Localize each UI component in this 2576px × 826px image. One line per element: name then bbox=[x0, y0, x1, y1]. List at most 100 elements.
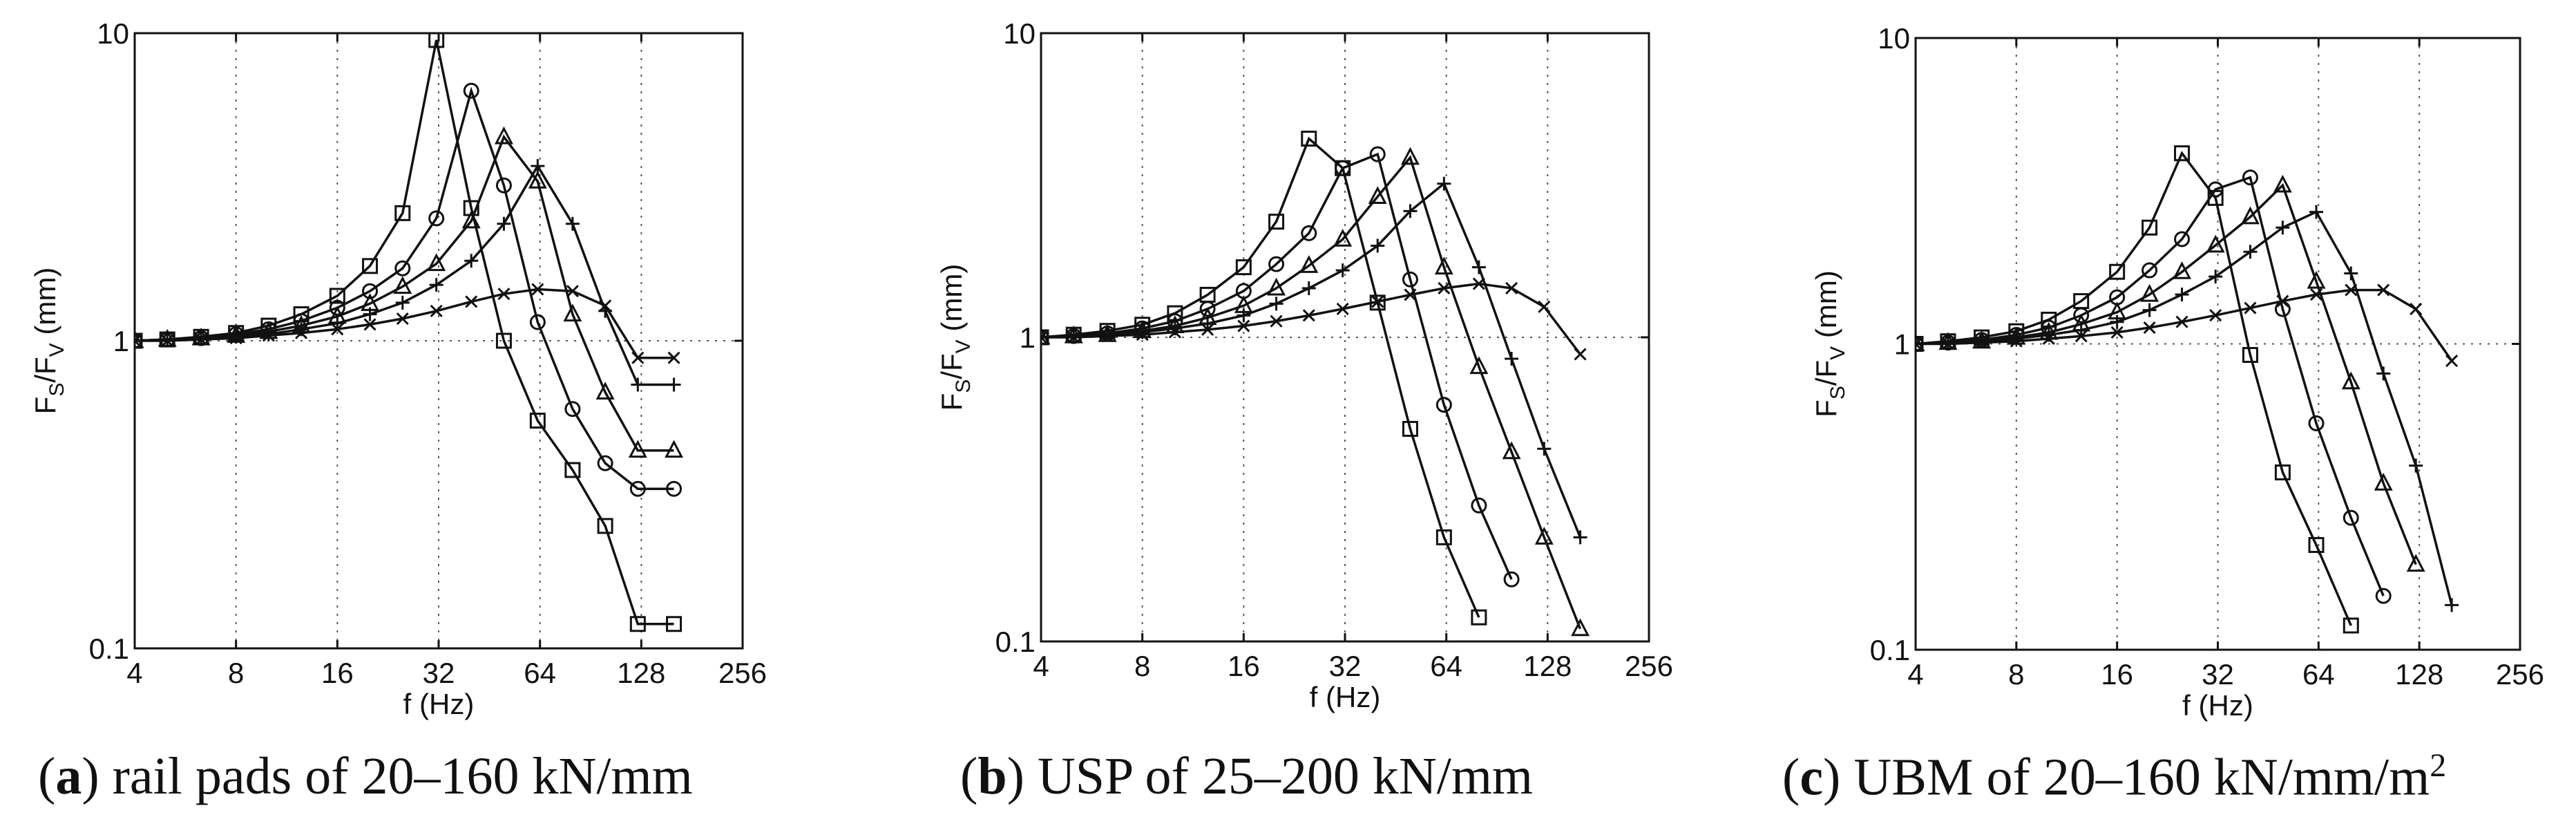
data-point-plus bbox=[1537, 442, 1552, 456]
x-axis-label: f (Hz) bbox=[1310, 681, 1381, 713]
series-line bbox=[1041, 152, 1513, 580]
panel-caption-b: (b) USP of 25–200 kN/mm bbox=[960, 747, 1534, 805]
x-tick-label: 256 bbox=[1625, 650, 1673, 682]
data-point-plus bbox=[429, 278, 443, 292]
data-point-triangle bbox=[2240, 206, 2260, 225]
data-point-square bbox=[1435, 529, 1452, 545]
data-point-x bbox=[566, 285, 579, 298]
data-point-x bbox=[135, 334, 142, 348]
series-5 bbox=[1916, 283, 2459, 368]
data-point-triangle bbox=[2307, 270, 2326, 289]
data-point-x bbox=[2445, 355, 2459, 368]
data-point-plus bbox=[1301, 281, 1316, 295]
data-point-x bbox=[396, 312, 409, 326]
y-tick-label: 1 bbox=[113, 325, 129, 357]
x-axis-label: f (Hz) bbox=[2182, 689, 2253, 722]
series-line bbox=[1916, 151, 2352, 626]
series-line bbox=[1041, 282, 1581, 355]
data-point-triangle bbox=[628, 440, 647, 458]
data-point-square bbox=[1471, 609, 1487, 626]
data-point-square bbox=[2141, 219, 2158, 236]
data-point-triangle bbox=[1571, 618, 1590, 637]
data-point-x bbox=[2276, 294, 2289, 308]
y-tick-label: 0.1 bbox=[89, 632, 129, 665]
y-tick-label: 10 bbox=[97, 17, 129, 50]
x-axis-label: f (Hz) bbox=[403, 688, 475, 720]
data-point-square bbox=[428, 33, 445, 48]
caption-text: USP of 25–200 kN/mm bbox=[1037, 747, 1534, 805]
series-4 bbox=[1916, 205, 2459, 612]
data-point-circle bbox=[1471, 497, 1487, 514]
data-point-x bbox=[531, 283, 544, 296]
data-point-triangle bbox=[563, 303, 582, 322]
x-tick-label: 8 bbox=[2008, 658, 2024, 691]
series-line bbox=[1916, 288, 2453, 362]
data-point-plus bbox=[1269, 297, 1284, 311]
data-point-x bbox=[1941, 337, 1955, 350]
series-1 bbox=[135, 33, 683, 632]
data-point-circle bbox=[1402, 271, 1418, 288]
data-point-x bbox=[1237, 319, 1250, 332]
data-point-plus bbox=[1237, 308, 1251, 323]
data-point-plus bbox=[1471, 260, 1486, 274]
data-point-circle bbox=[463, 82, 479, 99]
data-point-triangle bbox=[2374, 473, 2393, 491]
data-point-square bbox=[362, 258, 379, 274]
data-point-circle bbox=[1199, 301, 1216, 317]
data-point-circle bbox=[1301, 225, 1317, 241]
x-tick-label: 16 bbox=[321, 657, 354, 689]
data-point-plus bbox=[565, 216, 580, 231]
y-tick-label: 1 bbox=[1894, 328, 1910, 361]
data-point-circle bbox=[1435, 397, 1452, 413]
data-point-plus bbox=[464, 254, 479, 268]
data-point-plus bbox=[2110, 315, 2124, 329]
data-point-plus bbox=[1505, 352, 1519, 366]
data-point-circle bbox=[2073, 307, 2090, 323]
data-point-circle bbox=[597, 455, 613, 471]
data-point-triangle bbox=[1400, 147, 1420, 165]
data-point-plus bbox=[1437, 176, 1451, 191]
data-point-triangle bbox=[1299, 255, 1319, 273]
panel-letter: b bbox=[977, 747, 1007, 805]
data-point-square bbox=[1402, 420, 1418, 437]
data-point-plus bbox=[2175, 288, 2189, 302]
data-point-x bbox=[2175, 315, 2188, 328]
data-point-x bbox=[1505, 281, 1518, 295]
data-point-circle bbox=[1369, 146, 1386, 162]
data-point-triangle bbox=[1534, 527, 1554, 545]
data-point-x bbox=[1302, 309, 1315, 322]
data-point-x bbox=[1101, 330, 1114, 343]
data-point-x bbox=[1067, 330, 1080, 344]
data-point-x bbox=[2377, 283, 2390, 297]
data-point-circle bbox=[629, 480, 646, 497]
data-point-circle bbox=[666, 480, 683, 497]
data-point-triangle bbox=[2173, 261, 2192, 279]
x-tick-label: 64 bbox=[1430, 650, 1462, 682]
data-point-circle bbox=[564, 401, 581, 417]
data-point-plus bbox=[1573, 530, 1587, 545]
data-point-square bbox=[2109, 263, 2126, 280]
data-point-triangle bbox=[427, 253, 446, 272]
data-point-x bbox=[2244, 301, 2257, 315]
x-tick-label: 64 bbox=[2302, 658, 2335, 691]
series-1 bbox=[1916, 145, 2359, 634]
data-point-triangle bbox=[393, 276, 412, 294]
data-point-triangle bbox=[1502, 441, 1521, 460]
series-line bbox=[135, 39, 674, 626]
series-line bbox=[1916, 176, 2385, 597]
y-axis-label: FS/FV (mm) bbox=[935, 264, 975, 411]
x-tick-label: 128 bbox=[617, 657, 665, 689]
data-point-x bbox=[1336, 302, 1349, 315]
data-point-square bbox=[495, 332, 512, 349]
panel-letter: c bbox=[1800, 748, 1824, 807]
data-point-x bbox=[1538, 300, 1551, 313]
data-point-circle bbox=[2141, 262, 2158, 279]
data-point-square bbox=[394, 205, 411, 221]
data-point-circle bbox=[2207, 181, 2224, 198]
data-point-x bbox=[1574, 348, 1587, 361]
data-point-triangle bbox=[494, 126, 513, 144]
y-tick-label: 10 bbox=[1003, 17, 1036, 50]
panel-letter: a bbox=[55, 747, 82, 805]
data-point-x bbox=[2309, 288, 2323, 301]
x-tick-label: 4 bbox=[1033, 650, 1049, 682]
